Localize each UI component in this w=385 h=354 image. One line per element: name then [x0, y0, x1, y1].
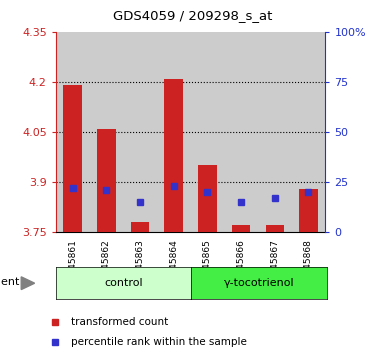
- Text: agent: agent: [0, 276, 20, 287]
- Text: percentile rank within the sample: percentile rank within the sample: [71, 337, 247, 347]
- Bar: [164, 79, 183, 232]
- Bar: [198, 165, 217, 232]
- Polygon shape: [21, 277, 35, 290]
- Bar: [258, 32, 292, 232]
- Bar: [157, 32, 191, 232]
- Text: GDS4059 / 209298_s_at: GDS4059 / 209298_s_at: [113, 9, 272, 22]
- Text: transformed count: transformed count: [71, 317, 169, 327]
- Bar: [292, 32, 325, 232]
- Text: γ-tocotrienol: γ-tocotrienol: [224, 278, 294, 288]
- Bar: [97, 129, 115, 232]
- Bar: [56, 32, 89, 232]
- Bar: [123, 32, 157, 232]
- Bar: [232, 225, 250, 232]
- Bar: [299, 189, 318, 232]
- Bar: [64, 85, 82, 232]
- Bar: [266, 225, 284, 232]
- Bar: [89, 32, 123, 232]
- Bar: [131, 222, 149, 232]
- Bar: [191, 32, 224, 232]
- Bar: [224, 32, 258, 232]
- Text: control: control: [104, 278, 142, 288]
